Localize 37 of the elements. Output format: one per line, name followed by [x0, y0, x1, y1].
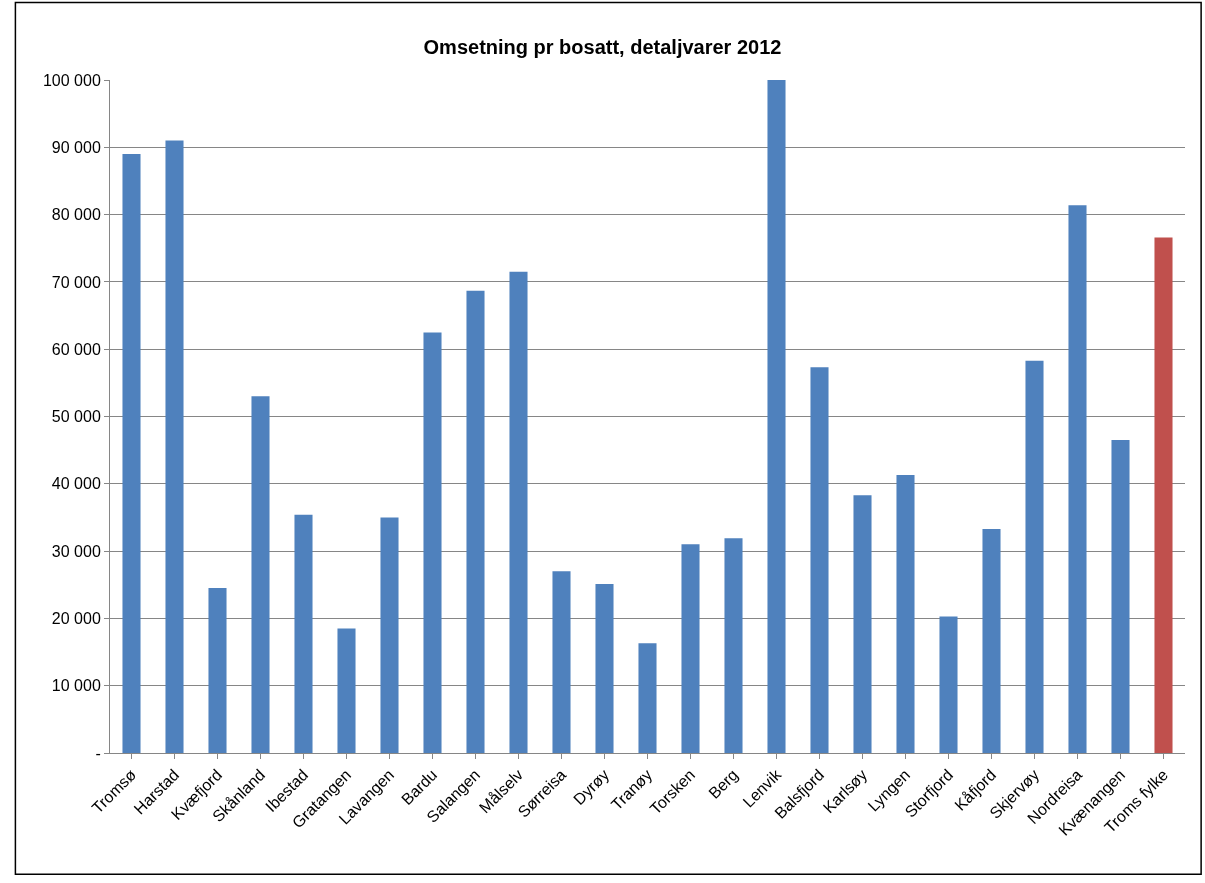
bar: [552, 571, 571, 753]
y-tick-label: 30 000: [51, 542, 101, 560]
bar: [423, 332, 442, 753]
bar: [1111, 440, 1130, 753]
y-tick-label: 10 000: [51, 677, 101, 695]
bar: [1154, 237, 1173, 753]
chart-title: Omsetning pr bosatt, detaljvarer 2012: [423, 35, 782, 58]
bar: [122, 154, 141, 753]
bar: [939, 616, 958, 753]
bar: [466, 290, 485, 753]
bar: [982, 528, 1001, 753]
y-tick-label: 90 000: [51, 138, 101, 156]
bar: [638, 643, 657, 753]
y-tick-label: 50 000: [51, 408, 101, 426]
bar: [380, 517, 399, 753]
bar: [208, 588, 227, 753]
bar: [251, 396, 270, 753]
bar: [595, 584, 614, 753]
bar: [810, 367, 829, 753]
bar: [767, 80, 786, 753]
y-tick-label: 100 000: [42, 71, 101, 89]
bar: [1025, 360, 1044, 753]
bar: [853, 495, 872, 753]
bar: [337, 628, 356, 753]
bar: [509, 271, 528, 753]
bar: [1068, 205, 1087, 753]
bar: [896, 475, 915, 753]
bar: [724, 538, 743, 753]
y-tick-label: 20 000: [51, 610, 101, 627]
y-tick-label: 80 000: [51, 206, 101, 224]
bar: [681, 544, 700, 753]
y-tick-label: 40 000: [51, 475, 101, 493]
bar: [165, 140, 184, 753]
bar: [294, 514, 313, 753]
y-tick-label: 60 000: [51, 340, 101, 358]
y-tick-label: -: [95, 744, 101, 762]
y-tick-label: 70 000: [51, 273, 101, 291]
